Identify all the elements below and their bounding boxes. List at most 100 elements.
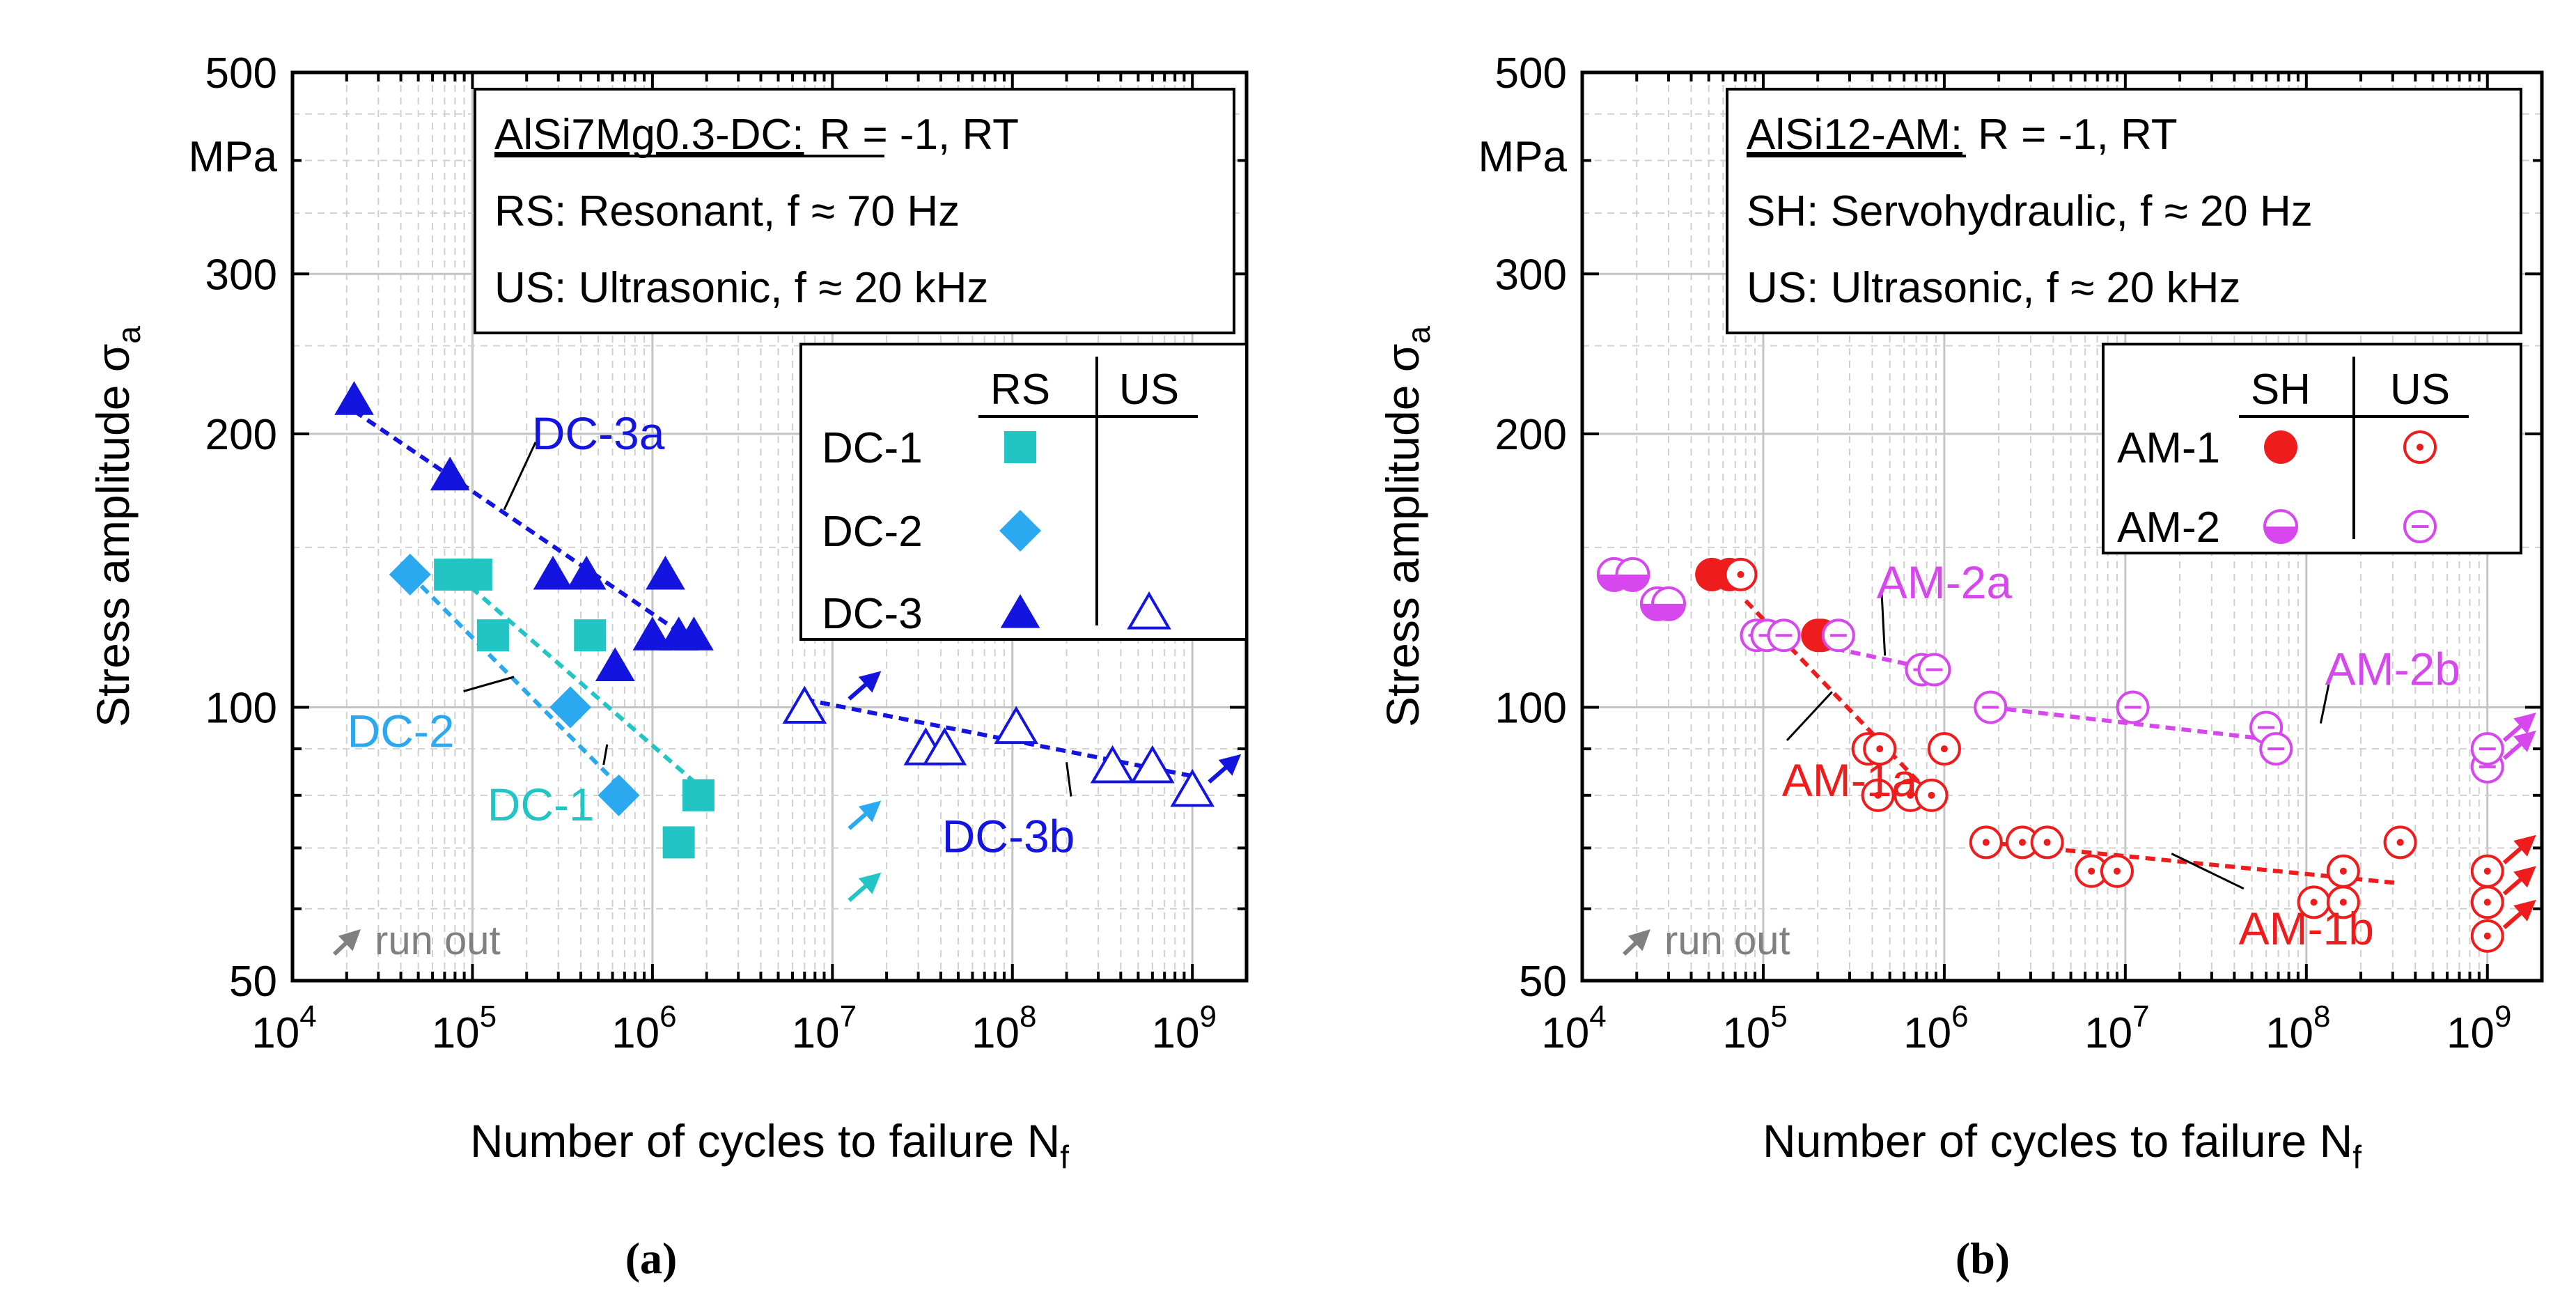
annotation-leader xyxy=(463,676,515,692)
x-tick-exp: 7 xyxy=(840,999,857,1034)
data-point-dot xyxy=(1876,745,1884,753)
y-tick-label: 100 xyxy=(1495,684,1567,732)
x-tick-base: 10 xyxy=(971,1009,1020,1057)
annotation-label: DC-3b xyxy=(942,810,1075,862)
annotation-leader xyxy=(2319,678,2332,724)
data-point xyxy=(1170,768,1215,807)
x-axis-label: Number of cycles to failure Nf xyxy=(1763,1115,2362,1175)
x-axis-label-main: Number of cycles to failure N xyxy=(470,1115,1060,1167)
series-dc-3-us xyxy=(782,685,1242,807)
fit-line-am-2a xyxy=(1756,630,1935,672)
y-tick-label: 300 xyxy=(1495,251,1567,299)
runout-arrow xyxy=(1208,754,1242,784)
runout-arrow-head xyxy=(858,800,882,823)
data-point xyxy=(1615,557,1650,592)
data-point-dot xyxy=(2483,867,2491,875)
runout-arrow-head xyxy=(858,671,882,693)
annotation-leader xyxy=(1880,591,1887,656)
info-box-conditions: R = -1, RT xyxy=(819,111,1019,159)
data-point xyxy=(632,616,673,651)
legend-marker xyxy=(2403,430,2437,464)
runout-arrow xyxy=(848,872,882,903)
data-point xyxy=(566,555,607,590)
x-tick-exp: 5 xyxy=(480,999,497,1034)
chart-a: 104 105 106 107 108 10950030020010050MPaStres… xyxy=(87,49,1249,1175)
annotation-label: AM-2b xyxy=(2325,643,2460,694)
data-point xyxy=(994,706,1039,745)
info-box-alloy: AlSi12-AM: xyxy=(1747,111,1962,159)
data-point-dot xyxy=(1874,791,1882,799)
legend-marker xyxy=(1000,594,1040,628)
ticks-a xyxy=(291,71,1248,982)
x-tick-base: 10 xyxy=(2084,1009,2132,1057)
x-tick-label: 106 xyxy=(611,999,676,1057)
x-tick-base: 10 xyxy=(1903,1009,1951,1057)
x-tick-exp: 4 xyxy=(299,999,316,1034)
data-point-dot xyxy=(2339,867,2347,875)
annotation-label: DC-1 xyxy=(487,779,595,830)
runout-arrow-head xyxy=(858,872,882,894)
data-point xyxy=(2470,919,2504,953)
data-point-fill xyxy=(1653,603,1685,620)
data-point-dot xyxy=(2483,932,2491,940)
y-tick-label: 500 xyxy=(205,49,277,98)
data-point xyxy=(646,555,685,590)
y-tick-label: 50 xyxy=(229,958,277,1006)
annotation-label: DC-2 xyxy=(348,705,455,756)
plot-frame xyxy=(1580,70,2544,983)
data-point xyxy=(1861,778,1895,812)
data-point xyxy=(2116,690,2150,724)
runout-arrow xyxy=(848,800,882,830)
legend-marker-fill xyxy=(2265,527,2297,543)
data-point xyxy=(1914,778,1949,812)
legend-box xyxy=(799,343,1248,641)
data-point-dot xyxy=(2483,898,2491,906)
legend-marker xyxy=(999,510,1041,552)
x-tick-base: 10 xyxy=(251,1009,299,1057)
data-point-dot xyxy=(1737,570,1744,578)
data-point-dot xyxy=(2339,898,2347,906)
chart-b: 104 105 106 107 108 10950030020010050MPaStres… xyxy=(1377,49,2544,1175)
x-tick-exp: 7 xyxy=(2132,999,2149,1034)
annotation-leader xyxy=(503,442,537,511)
data-point xyxy=(2030,825,2064,859)
legend-row-label: DC-3 xyxy=(822,590,923,638)
data-point xyxy=(1821,618,1855,653)
x-tick-label: 107 xyxy=(792,999,857,1057)
data-point xyxy=(1927,732,1961,766)
runout-arrow-head xyxy=(2513,899,2536,921)
data-point-dot xyxy=(1907,791,1914,799)
runout-arrow-head xyxy=(2513,834,2536,857)
data-point xyxy=(460,558,492,591)
runout-legend-arrow-head xyxy=(1627,929,1650,951)
x-tick-exp: 5 xyxy=(1770,999,1787,1034)
series-dc-1-rs xyxy=(434,558,882,903)
info-box-alloy: AlSi7Mg0.3-DC: xyxy=(494,111,804,159)
x-tick-label: 106 xyxy=(1903,999,1968,1057)
y-unit-label: MPa xyxy=(1478,133,1568,181)
annotation-leader xyxy=(1786,691,1833,742)
ticks-b xyxy=(1581,71,2543,982)
x-tick-base: 10 xyxy=(611,1009,659,1057)
data-point xyxy=(662,826,695,859)
y-tick-label: 50 xyxy=(1519,958,1567,1006)
data-point xyxy=(1090,745,1135,784)
legend-col1-header: RS xyxy=(990,366,1050,414)
fit-line-am-1a xyxy=(1744,599,1938,802)
x-tick-base: 10 xyxy=(1541,1009,1589,1057)
legend-col2-header: US xyxy=(1119,366,1179,414)
data-point xyxy=(682,779,715,811)
y-axis-label: Stress amplitude σa xyxy=(87,325,147,727)
y-axis-label-sub: a xyxy=(1400,325,1437,343)
annotation-label: AM-1b xyxy=(2239,903,2374,954)
runout-arrow xyxy=(2502,730,2536,761)
x-tick-exp: 6 xyxy=(659,999,676,1034)
x-axis-label-sub: f xyxy=(1060,1139,1069,1175)
legend-marker xyxy=(1004,431,1036,463)
annotation-leader xyxy=(602,744,609,765)
data-point xyxy=(922,727,967,765)
info-box xyxy=(474,88,1235,334)
data-point xyxy=(533,555,573,590)
data-point xyxy=(1130,745,1175,784)
caption-b: (b) xyxy=(1955,1234,2011,1283)
